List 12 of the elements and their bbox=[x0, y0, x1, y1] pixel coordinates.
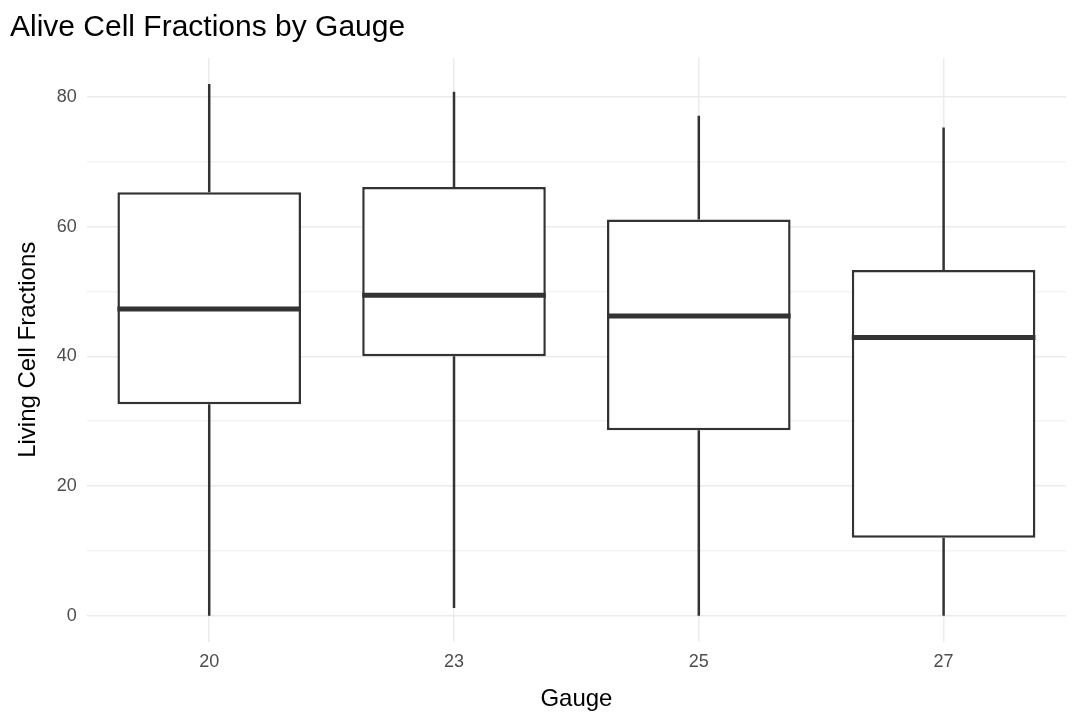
x-tick-label: 20 bbox=[199, 651, 220, 672]
x-axis-title: Gauge bbox=[540, 684, 613, 712]
chart-title: Alive Cell Fractions by Gauge bbox=[10, 9, 406, 43]
y-tick-label: 40 bbox=[56, 345, 77, 366]
y-tick-label: 80 bbox=[56, 85, 77, 106]
x-tick-label: 27 bbox=[933, 651, 954, 672]
x-tick-label: 25 bbox=[688, 651, 709, 672]
y-tick-label: 0 bbox=[66, 604, 77, 625]
y-tick-label: 20 bbox=[56, 474, 77, 495]
x-tick-label: 23 bbox=[444, 651, 465, 672]
y-axis-title: Living Cell Fractions bbox=[13, 241, 41, 458]
y-tick-label: 60 bbox=[56, 215, 77, 236]
